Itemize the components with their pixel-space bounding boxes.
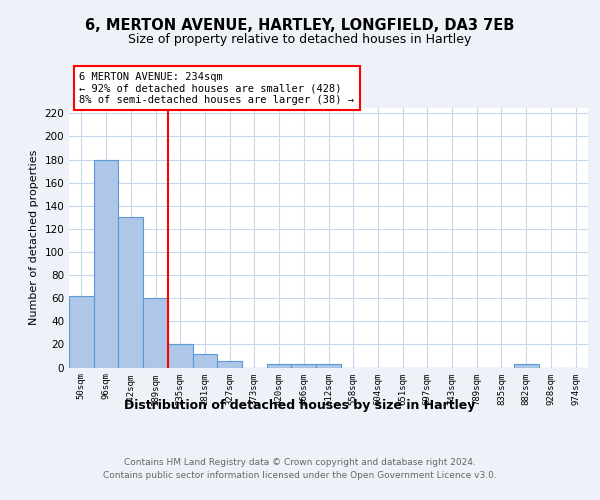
Y-axis label: Number of detached properties: Number of detached properties <box>29 150 39 325</box>
Bar <box>118 218 143 368</box>
Bar <box>143 298 168 368</box>
Bar <box>168 344 193 368</box>
Text: Size of property relative to detached houses in Hartley: Size of property relative to detached ho… <box>128 32 472 46</box>
Bar <box>69 296 94 368</box>
Bar <box>193 354 217 368</box>
Bar <box>292 364 316 368</box>
Text: 6 MERTON AVENUE: 234sqm
← 92% of detached houses are smaller (428)
8% of semi-de: 6 MERTON AVENUE: 234sqm ← 92% of detache… <box>79 72 355 105</box>
Bar <box>267 364 292 368</box>
Text: Contains public sector information licensed under the Open Government Licence v3: Contains public sector information licen… <box>103 472 497 480</box>
Text: 6, MERTON AVENUE, HARTLEY, LONGFIELD, DA3 7EB: 6, MERTON AVENUE, HARTLEY, LONGFIELD, DA… <box>85 18 515 32</box>
Text: Distribution of detached houses by size in Hartley: Distribution of detached houses by size … <box>124 398 476 411</box>
Bar <box>316 364 341 368</box>
Bar <box>94 160 118 368</box>
Text: Contains HM Land Registry data © Crown copyright and database right 2024.: Contains HM Land Registry data © Crown c… <box>124 458 476 467</box>
Bar <box>514 364 539 368</box>
Bar <box>217 360 242 368</box>
